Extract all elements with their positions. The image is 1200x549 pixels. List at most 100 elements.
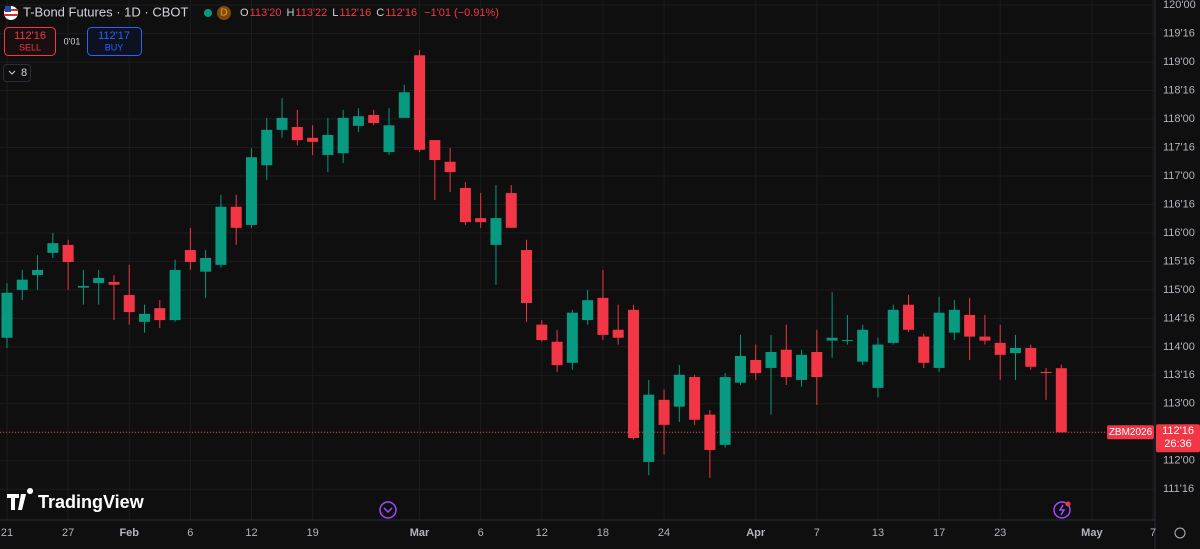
y-tick-label: 118'00 <box>1163 113 1195 125</box>
y-tick-label: 114'00 <box>1163 341 1195 353</box>
candle-body <box>414 55 426 150</box>
y-tick-label: 114'16 <box>1163 312 1195 324</box>
candle-body <box>200 258 212 272</box>
x-tick-label: Feb <box>119 527 139 539</box>
candle-body <box>368 115 380 124</box>
x-tick-label: Mar <box>410 527 430 539</box>
sell-price[interactable]: 112'16 <box>14 30 46 42</box>
event-icon[interactable] <box>1053 501 1071 519</box>
ohlc-value: 112'16 <box>385 7 417 19</box>
symbol-title: T-Bond Futures · 1D · CBOT <box>23 4 188 19</box>
y-tick-label: 119'16 <box>1163 28 1195 40</box>
candle-body <box>139 313 151 322</box>
candle-body <box>475 218 487 223</box>
flag-canton <box>5 6 11 12</box>
candle-body <box>658 399 670 425</box>
candle-body <box>16 279 28 290</box>
candle-body <box>719 377 731 445</box>
settings-icon[interactable] <box>1174 527 1186 539</box>
candle-body <box>261 129 273 166</box>
candle-body <box>887 309 899 343</box>
buy-label[interactable]: BUY <box>105 42 124 52</box>
ohlc-key: O <box>240 7 249 19</box>
candle-body <box>337 117 349 154</box>
symbol-tag-bg <box>1107 425 1154 440</box>
sell-button[interactable] <box>4 27 56 56</box>
candle-body <box>490 218 502 245</box>
sell-label[interactable]: SELL <box>19 42 41 52</box>
countdown: 26:36 <box>1164 438 1192 450</box>
candle-body <box>383 125 395 153</box>
candle-body <box>123 295 135 313</box>
x-tick-label: Apr <box>746 527 766 539</box>
event-icon-glyph <box>1058 504 1066 516</box>
event-dot <box>1065 501 1071 507</box>
candle-body <box>429 140 441 161</box>
candle-body <box>750 359 762 374</box>
candle-body <box>352 116 364 126</box>
ohlc-key: L <box>332 7 338 19</box>
x-tick-label: 7 <box>814 527 820 539</box>
candle-body <box>184 250 196 262</box>
candle-body <box>689 377 701 420</box>
candle-body <box>903 304 915 330</box>
price-label: 112'16 <box>1162 425 1194 437</box>
y-tick-label: 112'00 <box>1163 455 1195 467</box>
badge: D <box>220 8 227 19</box>
y-tick-label: 117'00 <box>1163 170 1195 182</box>
x-tick-label: 7 <box>1150 527 1156 539</box>
x-tick-label: 18 <box>597 527 609 539</box>
candle-body <box>1 292 13 338</box>
candle-body <box>979 336 991 341</box>
candle-body <box>765 351 777 368</box>
candle-body <box>857 329 869 362</box>
y-tick-label: 113'00 <box>1163 398 1195 410</box>
indicator-toggle[interactable] <box>3 64 31 82</box>
candle-body <box>276 117 288 130</box>
y-tick-label: 116'00 <box>1163 227 1195 239</box>
candle-body <box>444 161 456 173</box>
x-tick-label: 24 <box>658 527 670 539</box>
y-tick-label: 116'16 <box>1163 198 1195 210</box>
candle-body <box>521 250 533 304</box>
ohlc-values: O 113'20 H 113'22 L 112'16 C 112'16 −1'01 (−0.91… <box>240 7 499 19</box>
candle-body <box>1055 368 1067 433</box>
candle-body <box>108 281 120 285</box>
x-tick-label: 12 <box>245 527 257 539</box>
event-icon[interactable] <box>379 501 397 519</box>
candle-body <box>230 206 242 228</box>
candle-body <box>627 309 639 438</box>
candle-body <box>994 342 1006 355</box>
candle-body <box>734 355 746 383</box>
buy-button[interactable] <box>87 27 142 56</box>
brand-logo <box>7 488 34 510</box>
x-tick-label: 13 <box>872 527 884 539</box>
candle-body <box>872 344 884 388</box>
status-dot <box>204 9 212 17</box>
x-tick-label: 12 <box>536 527 548 539</box>
candle-body <box>796 354 808 380</box>
candle-body <box>459 187 471 223</box>
x-tick-label: 6 <box>478 527 484 539</box>
y-tick-label: 119'00 <box>1163 56 1195 68</box>
x-tick-label: May <box>1081 527 1103 539</box>
candle-body <box>1009 347 1021 354</box>
candle-body <box>704 414 716 450</box>
candle-body <box>964 314 976 337</box>
event-icon-glyph <box>383 507 393 514</box>
buy-price[interactable]: 112'17 <box>98 30 130 42</box>
indicator-count[interactable]: 8 <box>21 67 27 79</box>
candle-body <box>1040 371 1052 374</box>
x-tick-label: 21 <box>1 527 13 539</box>
candle-body <box>291 127 303 141</box>
candle-body <box>643 394 655 462</box>
x-tick-label: 19 <box>306 527 318 539</box>
candle-body <box>811 351 823 378</box>
candle-body <box>93 277 105 284</box>
x-tick-label: 17 <box>933 527 945 539</box>
candle-body <box>245 157 257 225</box>
candle-body <box>597 297 609 335</box>
y-tick-label: 120'00 <box>1163 0 1196 11</box>
